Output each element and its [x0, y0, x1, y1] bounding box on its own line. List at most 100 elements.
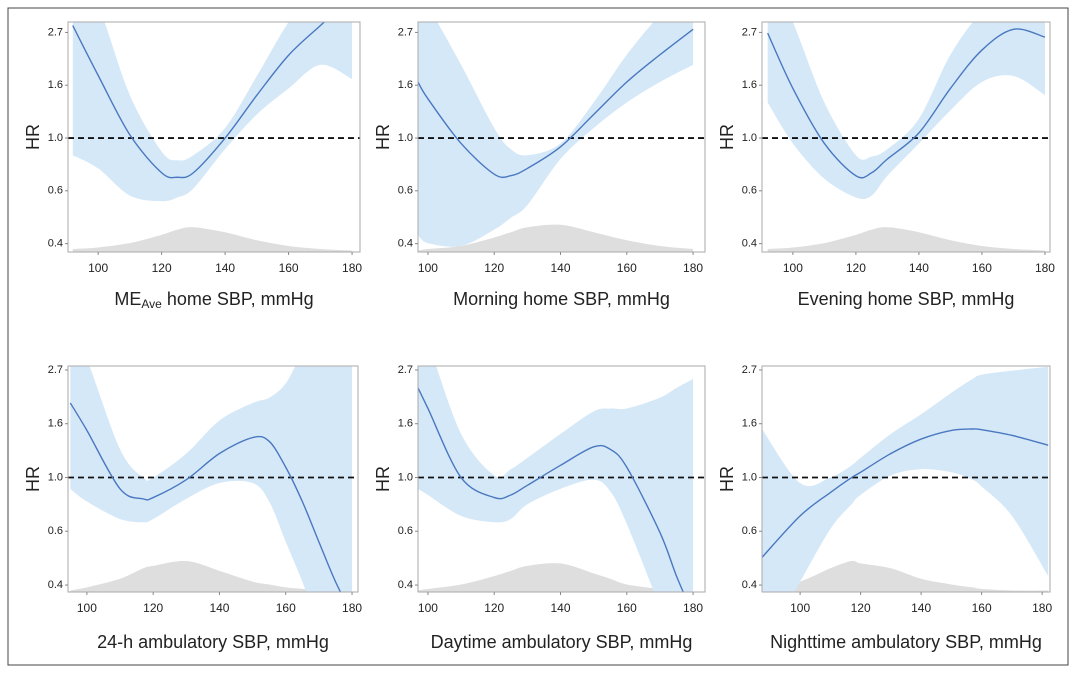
hr-curve: [72, 22, 326, 179]
x-tick-label: 140: [550, 601, 570, 615]
x-tick-label: 160: [617, 601, 637, 615]
y-tick-label: 1.0: [48, 471, 63, 483]
plot-border: [761, 365, 1051, 593]
y-tick-label: 2.7: [742, 26, 757, 38]
y-tick-label: 2.7: [48, 364, 63, 376]
y-axis-label: HR: [23, 124, 43, 150]
y-tick-label: 1.0: [742, 471, 757, 483]
x-tick-label: 120: [484, 261, 504, 275]
x-tick-label: 140: [215, 261, 235, 275]
x-tick-label: 140: [909, 261, 929, 275]
confidence-band: [418, 22, 694, 247]
y-axis-label: HR: [373, 466, 393, 492]
plot-border: [67, 21, 361, 253]
hr-curve: [762, 428, 1049, 559]
y-tick-label: 1.0: [398, 132, 413, 144]
x-tick-label: 120: [846, 261, 866, 275]
x-tick-label: 180: [683, 261, 703, 275]
x-tick-label: 120: [152, 261, 172, 275]
hr-curve: [69, 402, 342, 592]
density-area: [762, 560, 1049, 592]
y-tick-label: 0.6: [48, 525, 63, 537]
y-axis-label: HR: [717, 466, 737, 492]
x-tick-label: 180: [342, 601, 362, 615]
hr-curve: [418, 387, 684, 592]
y-tick-label: 1.0: [398, 471, 413, 483]
confidence-band: [72, 22, 353, 202]
x-tick-label: 120: [484, 601, 504, 615]
hr-curve: [767, 28, 1046, 179]
confidence-band: [762, 366, 1049, 592]
x-axis-label-text: ME: [114, 289, 141, 309]
x-tick-label: 160: [617, 261, 637, 275]
plot-area: [418, 22, 705, 252]
x-tick-label: 160: [972, 601, 992, 615]
plot-area: [68, 366, 358, 592]
x-axis-label: Morning home SBP, mmHg: [453, 289, 670, 309]
y-axis-label: HR: [717, 124, 737, 150]
y-tick-label: 0.4: [48, 238, 63, 250]
x-axis-label: Nighttime ambulatory SBP, mmHg: [770, 632, 1042, 652]
y-tick-label: 0.4: [48, 579, 63, 591]
x-axis-label: MEAve home SBP, mmHg: [114, 289, 313, 311]
density-area: [767, 227, 1045, 252]
plot-border: [417, 365, 706, 593]
x-axis-label: Evening home SBP, mmHg: [798, 289, 1015, 309]
y-tick-label: 0.4: [742, 238, 757, 250]
y-tick-label: 1.6: [742, 418, 757, 430]
y-tick-label: 0.6: [48, 185, 63, 197]
x-axis-label-suffix: home SBP, mmHg: [162, 289, 314, 309]
x-tick-label: 100: [783, 261, 803, 275]
density-area: [72, 227, 353, 252]
y-tick-label: 1.6: [398, 79, 413, 91]
y-tick-label: 1.6: [48, 79, 63, 91]
hr-curve: [418, 28, 694, 179]
plot-area: [762, 366, 1050, 592]
plot-area: [418, 366, 705, 592]
y-tick-label: 1.6: [48, 418, 63, 430]
y-tick-label: 0.6: [742, 185, 757, 197]
y-tick-label: 0.6: [398, 185, 413, 197]
x-axis-label: 24-h ambulatory SBP, mmHg: [97, 632, 329, 652]
x-tick-label: 160: [972, 261, 992, 275]
x-tick-label: 100: [418, 601, 438, 615]
y-tick-label: 1.6: [742, 79, 757, 91]
y-tick-label: 1.6: [398, 418, 413, 430]
plot-area: [762, 22, 1050, 252]
x-tick-label: 160: [276, 601, 296, 615]
x-tick-label: 160: [279, 261, 299, 275]
x-tick-label: 140: [550, 261, 570, 275]
x-tick-label: 180: [1035, 261, 1055, 275]
y-tick-label: 0.4: [742, 579, 757, 591]
y-tick-label: 2.7: [48, 26, 63, 38]
plot-border: [417, 21, 706, 253]
confidence-band: [70, 366, 353, 592]
density-area: [418, 224, 694, 252]
plot-border: [67, 365, 359, 593]
y-tick-label: 1.0: [48, 132, 63, 144]
plot-area: [68, 22, 360, 252]
y-tick-label: 2.7: [398, 26, 413, 38]
x-tick-label: 100: [88, 261, 108, 275]
x-tick-label: 100: [790, 601, 810, 615]
y-tick-label: 0.4: [398, 579, 413, 591]
x-tick-label: 180: [1032, 601, 1052, 615]
y-axis-label: HR: [23, 466, 43, 492]
y-axis-label: HR: [373, 124, 393, 150]
x-tick-label: 120: [143, 601, 163, 615]
x-tick-label: 180: [683, 601, 703, 615]
y-tick-label: 0.6: [398, 525, 413, 537]
y-tick-label: 0.4: [398, 238, 413, 250]
density-area: [418, 563, 694, 592]
x-tick-label: 120: [851, 601, 871, 615]
density-area: [70, 560, 353, 592]
x-axis-label-subscript: Ave: [141, 297, 162, 311]
confidence-band: [767, 22, 1045, 200]
x-axis-label: Daytime ambulatory SBP, mmHg: [431, 632, 693, 652]
y-tick-label: 2.7: [398, 364, 413, 376]
confidence-band: [418, 366, 694, 592]
y-tick-label: 0.6: [742, 525, 757, 537]
x-tick-label: 140: [911, 601, 931, 615]
x-tick-label: 180: [342, 261, 362, 275]
